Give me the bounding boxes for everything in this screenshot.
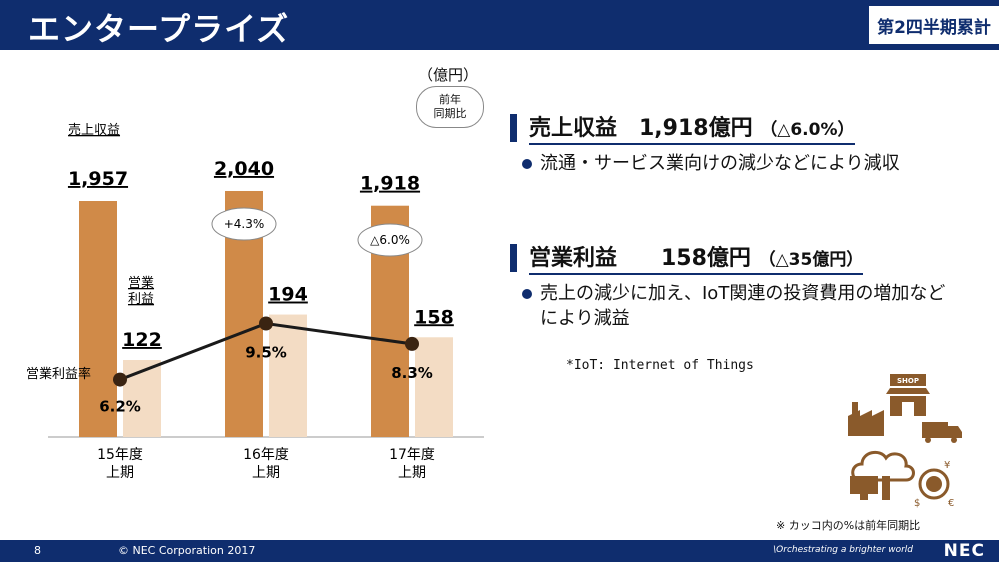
page-number: 8 — [34, 544, 41, 557]
svg-text:$: $ — [914, 498, 920, 509]
yoy-bubble — [357, 223, 423, 257]
profit-value-label: 194 — [268, 284, 308, 306]
shop-sign-text: SHOP — [897, 377, 919, 385]
margin-point — [113, 372, 127, 387]
profit-bullet: 売上の減少に加え、IoT関連の投資費用の増加などにより減益 — [522, 281, 962, 331]
yoy-legend-line-2: 同期比 — [433, 107, 467, 120]
sales-section: 売上収益 1,918億円 （△6.0%） 流通・サービス業向けの減少などにより減… — [510, 110, 962, 176]
cloud-icon — [851, 450, 915, 482]
unit-label: （億円） — [418, 66, 479, 84]
profit-summary-change: （△35億円） — [758, 250, 864, 270]
yoy-bubble-text: +4.3% — [224, 217, 265, 231]
category-label: 15年度 — [97, 447, 143, 463]
sales-value-label: 2,040 — [214, 158, 274, 180]
nec-logo: NEC — [943, 541, 985, 561]
margin-point — [405, 336, 419, 351]
truck-icon — [922, 422, 962, 443]
category-label: 16年度 — [243, 447, 289, 463]
yoy-legend-badge: 前年 同期比 — [416, 86, 484, 128]
svg-text:€: € — [948, 498, 954, 509]
bullet-dot — [522, 159, 532, 169]
yoy-bubble-text: △6.0% — [370, 233, 410, 247]
page-title: エンタープライズ — [28, 10, 290, 48]
currency-globe-icon: ¥ $ € — [914, 460, 954, 509]
tagline: \Orchestrating a brighter world — [773, 545, 913, 555]
margin-value-label: 8.3% — [391, 364, 433, 382]
sales-bar — [79, 201, 117, 437]
yoy-note: ※ カッコ内の%は前年同期比 — [776, 519, 921, 532]
section-marker — [510, 243, 517, 272]
category-label: 上期 — [252, 465, 280, 481]
period-badge: 第2四半期累計 — [869, 6, 999, 44]
sales-series-label: 売上収益 — [68, 122, 120, 138]
sales-bullet: 流通・サービス業向けの減少などにより減収 — [522, 151, 962, 176]
profit-section: 営業利益 158億円 （△35億円） 売上の減少に加え、IoT関連の投資費用の増… — [510, 240, 962, 331]
sales-bullet-text: 流通・サービス業向けの減少などにより減収 — [540, 153, 900, 174]
margin-series-label: 営業利益率 — [26, 366, 91, 382]
category-label: 上期 — [106, 465, 134, 481]
sales-summary-change: （△6.0%） — [760, 120, 855, 140]
factory-icon — [848, 402, 884, 436]
profit-series-label: 利益 — [128, 292, 154, 307]
margin-value-label: 9.5% — [245, 344, 287, 362]
business-illustration: SHOP ¥ $ € — [848, 374, 962, 509]
header-bar: エンタープライズ 第2四半期累計 — [0, 0, 999, 50]
section-marker — [510, 113, 517, 142]
bullet-dot — [522, 289, 532, 299]
shop-icon: SHOP — [886, 374, 930, 416]
profit-series-label: 営業 — [128, 275, 154, 291]
yoy-bubble — [211, 207, 277, 241]
sales-summary-main: 売上収益 1,918億円 — [529, 116, 753, 141]
copyright: © NEC Corporation 2017 — [118, 544, 256, 557]
profit-bar — [123, 360, 161, 437]
margin-value-label: 6.2% — [99, 398, 141, 416]
profit-summary-title: 営業利益 158億円 （△35億円） — [529, 240, 864, 275]
profit-value-label: 122 — [122, 329, 162, 351]
profit-bar — [415, 337, 453, 437]
category-label: 上期 — [398, 465, 426, 481]
yoy-legend-line-1: 前年 — [439, 93, 461, 106]
category-label: 17年度 — [389, 447, 435, 463]
sales-value-label: 1,957 — [68, 168, 128, 190]
computer-icon — [850, 476, 890, 500]
profit-bullet-text: 売上の減少に加え、IoT関連の投資費用の増加などにより減益 — [540, 283, 946, 329]
profit-bar — [269, 314, 307, 437]
profit-value-label: 158 — [414, 306, 454, 328]
sales-summary-title: 売上収益 1,918億円 （△6.0%） — [529, 110, 855, 145]
sales-value-label: 1,918 — [360, 173, 420, 195]
profit-summary-main: 営業利益 158億円 — [529, 246, 751, 271]
iot-footnote: *IoT: Internet of Things — [566, 358, 754, 373]
footer-bar: 8 © NEC Corporation 2017 \Orchestrating … — [0, 540, 999, 562]
margin-point — [259, 316, 273, 331]
svg-text:¥: ¥ — [944, 460, 950, 471]
